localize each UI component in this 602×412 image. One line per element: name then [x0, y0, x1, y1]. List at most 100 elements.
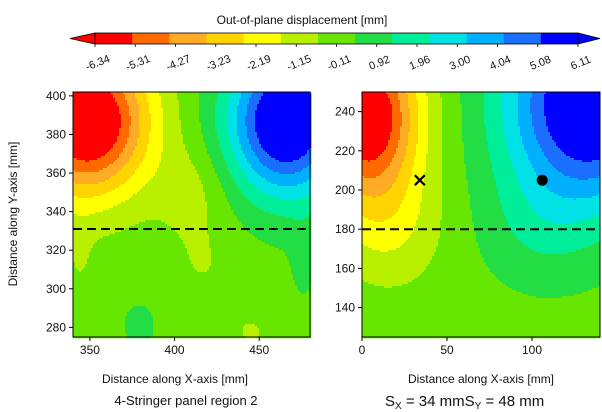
heatmap-cell — [251, 120, 253, 122]
heatmap-cell — [271, 128, 273, 130]
heatmap-cell — [79, 134, 81, 136]
heatmap-cell — [175, 114, 177, 116]
heatmap-cell — [183, 122, 185, 124]
heatmap-cell — [247, 132, 249, 134]
heatmap-cell — [225, 100, 227, 102]
heatmap-cell — [127, 104, 129, 106]
heatmap-cell — [205, 108, 207, 110]
heatmap-cell — [87, 106, 89, 108]
heatmap-cell — [265, 118, 267, 120]
heatmap-cell — [191, 112, 193, 114]
heatmap-cell — [239, 102, 241, 104]
heatmap-cell — [187, 108, 189, 110]
heatmap-cell — [191, 108, 193, 110]
heatmap-cell — [207, 100, 209, 102]
heatmap-cell — [209, 120, 211, 122]
heatmap-cell — [183, 98, 185, 100]
left-heatmap — [73, 92, 311, 338]
heatmap-cell — [301, 110, 303, 112]
heatmap-cell — [303, 100, 305, 102]
heatmap-cell — [159, 100, 161, 102]
heatmap-cell — [127, 96, 129, 98]
heatmap-cell — [281, 132, 283, 134]
heatmap-cell — [265, 128, 267, 130]
heatmap-cell — [281, 110, 283, 112]
heatmap-cell — [115, 100, 117, 102]
heatmap-cell — [151, 98, 153, 100]
heatmap-cell — [163, 110, 165, 112]
heatmap-cell — [221, 118, 223, 120]
heatmap-cell — [217, 98, 219, 100]
heatmap-cell — [141, 116, 143, 118]
heatmap-cell — [103, 114, 105, 116]
heatmap-cell — [211, 128, 213, 130]
heatmap-cell — [267, 112, 269, 114]
heatmap-cell — [171, 118, 173, 120]
heatmap-cell — [277, 112, 279, 114]
heatmap-cell — [265, 132, 267, 134]
heatmap-cell — [125, 124, 127, 126]
heatmap-cell — [97, 114, 99, 116]
heatmap-cell — [151, 134, 153, 136]
heatmap-cell — [91, 130, 93, 132]
heatmap-cell — [283, 132, 285, 134]
heatmap-cell — [227, 114, 229, 116]
heatmap-cell — [203, 120, 205, 122]
heatmap-cell — [109, 112, 111, 114]
heatmap-cell — [305, 120, 307, 122]
heatmap-cell — [287, 122, 289, 124]
heatmap-cell — [283, 128, 285, 130]
heatmap-cell — [255, 100, 257, 102]
heatmap-cell — [75, 120, 77, 122]
heatmap-cell — [219, 104, 221, 106]
heatmap-cell — [263, 116, 265, 118]
heatmap-cell — [277, 98, 279, 100]
heatmap-cell — [183, 132, 185, 134]
heatmap-cell — [157, 120, 159, 122]
heatmap-cell — [275, 102, 277, 104]
heatmap-cell — [107, 104, 109, 106]
heatmap-cell — [185, 134, 187, 136]
heatmap-cell — [225, 106, 227, 108]
heatmap-cell — [307, 110, 309, 112]
heatmap-cell — [135, 112, 137, 114]
heatmap-cell — [235, 120, 237, 122]
heatmap-cell — [237, 108, 239, 110]
heatmap-cell — [201, 114, 203, 116]
heatmap-cell — [285, 110, 287, 112]
heatmap-cell — [81, 126, 83, 128]
heatmap-cell — [287, 98, 289, 100]
heatmap-cell — [123, 120, 125, 122]
heatmap-cell — [245, 122, 247, 124]
heatmap-cell — [217, 108, 219, 110]
heatmap-cell — [159, 110, 161, 112]
heatmap-cell — [129, 100, 131, 102]
heatmap-cell — [157, 116, 159, 118]
heatmap-cell — [139, 106, 141, 108]
heatmap-cell — [149, 100, 151, 102]
heatmap-cell — [273, 110, 275, 112]
colorbar — [70, 33, 600, 44]
heatmap-cell — [125, 120, 127, 122]
heatmap-cell — [205, 112, 207, 114]
heatmap-cell — [145, 94, 147, 96]
heatmap-cell — [111, 130, 113, 132]
heatmap-cell — [143, 106, 145, 108]
heatmap-cell — [263, 102, 265, 104]
heatmap-cell — [305, 128, 307, 130]
heatmap-cell — [285, 124, 287, 126]
heatmap-cell — [81, 96, 83, 98]
heatmap-cell — [171, 120, 173, 122]
heatmap-cell — [139, 102, 141, 104]
heatmap-cell — [93, 96, 95, 98]
heatmap-cell — [221, 96, 223, 98]
heatmap-cell — [181, 110, 183, 112]
heatmap-cell — [153, 106, 155, 108]
heatmap-cell — [185, 104, 187, 106]
heatmap-cell — [201, 120, 203, 122]
heatmap-cell — [243, 108, 245, 110]
heatmap-cell — [243, 124, 245, 126]
heatmap-cell — [141, 104, 143, 106]
heatmap-cell — [127, 118, 129, 120]
heatmap-cell — [191, 106, 193, 108]
